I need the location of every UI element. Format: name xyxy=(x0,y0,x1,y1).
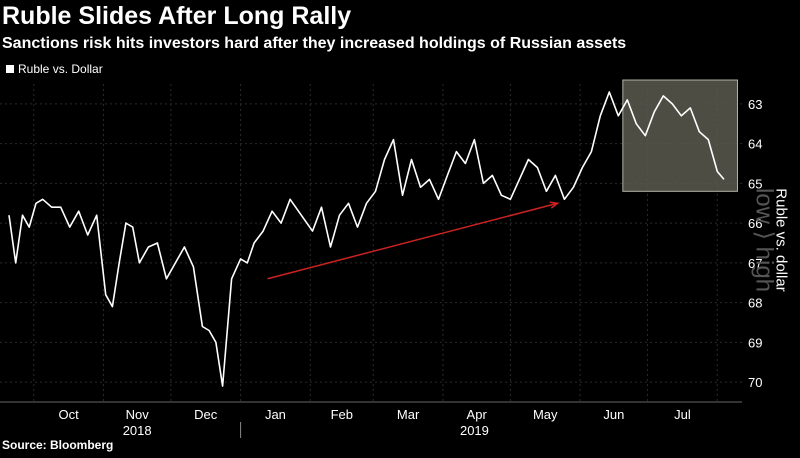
source-note: Source: Bloomberg xyxy=(2,438,114,452)
x-tick-label: Nov xyxy=(126,407,150,422)
y-tick-label: 64 xyxy=(748,137,762,152)
year-label: 2018 xyxy=(123,423,152,438)
y-tick-label: 69 xyxy=(748,335,762,350)
legend: Ruble vs. Dollar xyxy=(6,62,103,76)
chart-subtitle: Sanctions risk hits investors hard after… xyxy=(2,35,627,52)
trend-arrow-head xyxy=(549,201,560,209)
y-tick-label: 65 xyxy=(748,176,762,191)
legend-swatch xyxy=(6,65,14,73)
y-axis-label: Ruble vs. dollar xyxy=(772,188,790,292)
x-tick-label: May xyxy=(533,407,558,422)
y-tick-label: 68 xyxy=(748,296,762,311)
x-tick-label: Feb xyxy=(331,407,353,422)
x-tick-label: Apr xyxy=(467,407,488,422)
x-tick-label: Jun xyxy=(603,407,624,422)
y-tick-label: 66 xyxy=(748,216,762,231)
x-tick-label: Jan xyxy=(265,407,286,422)
y-tick-label: 67 xyxy=(748,256,762,271)
x-tick-label: Mar xyxy=(397,407,420,422)
legend-label: Ruble vs. Dollar xyxy=(18,62,103,76)
trend-arrow-line xyxy=(267,202,558,280)
y-tick-label: 70 xyxy=(748,375,762,390)
x-tick-label: Oct xyxy=(58,407,79,422)
x-tick-label: Jul xyxy=(674,407,691,422)
x-tick-label: Dec xyxy=(194,407,218,422)
chart-title: Ruble Slides After Long Rally xyxy=(2,2,352,30)
year-label: 2019 xyxy=(460,423,489,438)
series-line-ruble-vs-dollar xyxy=(8,91,725,387)
y-tick-label: 63 xyxy=(748,97,762,112)
